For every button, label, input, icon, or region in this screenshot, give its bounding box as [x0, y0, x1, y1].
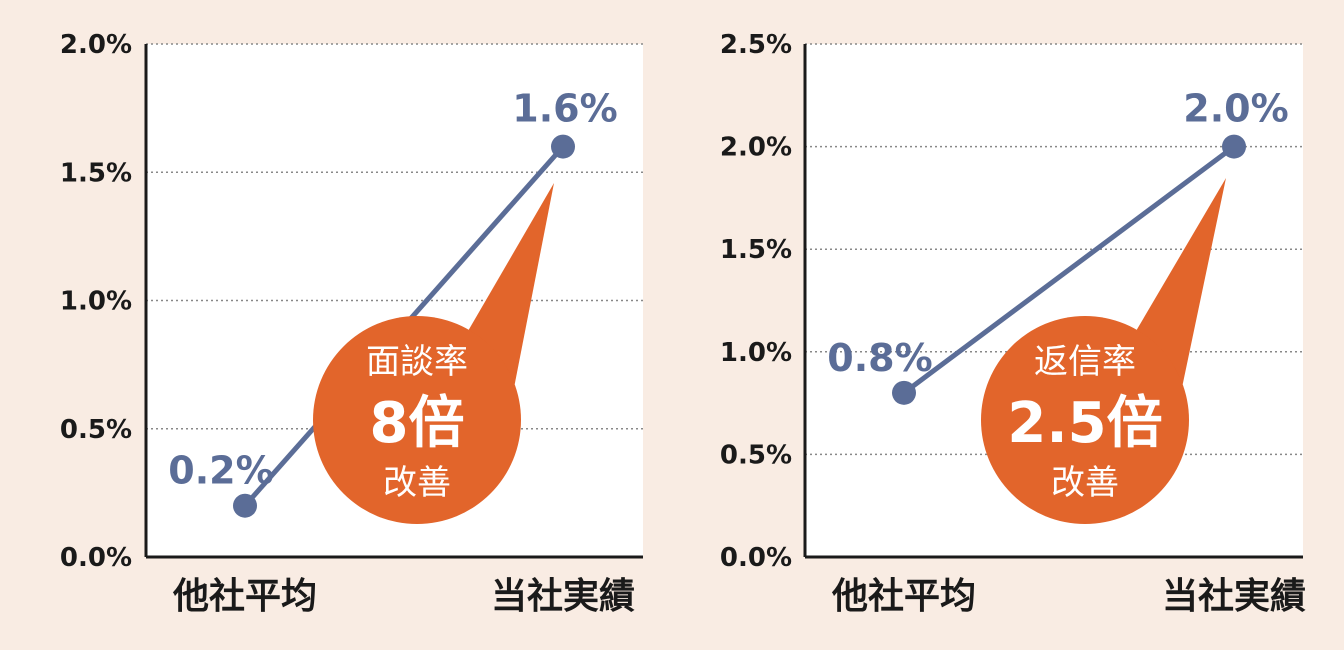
x-category-label: 当社実績 [491, 576, 635, 617]
data-point [233, 493, 257, 518]
callout-text-improvement: 改善 [1051, 463, 1119, 503]
y-tick-label: 0.0% [720, 543, 792, 573]
callout-text-multiplier: 2.5倍 [1007, 391, 1162, 456]
x-category-label: 他社平均 [172, 576, 317, 617]
y-tick-label: 1.0% [60, 287, 132, 317]
y-tick-label: 0.5% [720, 440, 792, 470]
y-tick-label: 2.5% [720, 30, 792, 60]
chart-2: 0.0% 0.5% 1.0% 1.5% 2.0% 2.5% 他社平均 当社実績 返信率 2.5倍改… [720, 30, 1306, 617]
data-label: 1.6% [512, 87, 617, 131]
callout-tail [468, 183, 554, 385]
data-point [892, 380, 916, 405]
callout-bubble [981, 316, 1189, 524]
data-point [551, 134, 575, 159]
callout-tail [1136, 178, 1226, 385]
x-category-label: 他社平均 [831, 576, 976, 617]
callout-text-improvement: 改善 [383, 463, 451, 503]
y-tick-label: 1.5% [720, 235, 792, 265]
y-tick-label: 1.0% [720, 338, 792, 368]
series-line [902, 144, 1236, 395]
y-tick-label: 2.0% [60, 30, 132, 60]
data-label: 0.2% [168, 449, 273, 493]
callout-text-multiplier: 8倍 [370, 391, 465, 456]
data-label: 2.0% [1183, 87, 1288, 131]
data-label: 0.8% [827, 336, 932, 380]
callout-text-metric: 面談率 [366, 342, 468, 382]
y-tick-label: 2.0% [720, 133, 792, 163]
y-tick-label: 0.0% [60, 543, 132, 573]
callout-bubble [313, 316, 521, 524]
x-category-label: 当社実績 [1162, 576, 1306, 617]
callout-text-metric: 返信率 [1034, 342, 1136, 382]
data-point [1222, 134, 1246, 159]
y-tick-label: 1.5% [60, 158, 132, 188]
y-tick-label: 0.5% [60, 415, 132, 445]
